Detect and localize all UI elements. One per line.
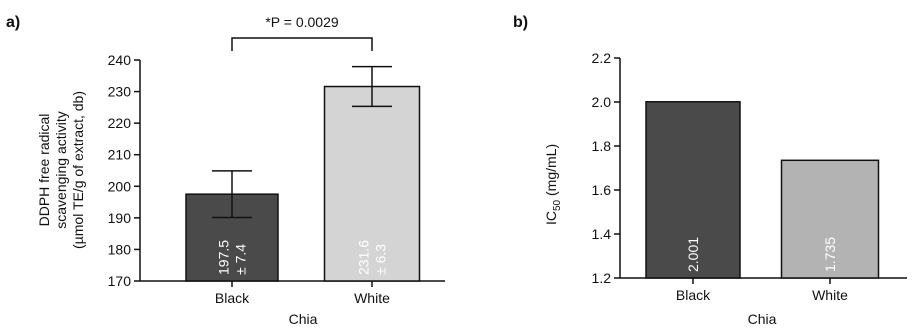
significance-annotation: *P = 0.0029 [265,14,339,30]
panel-a-ytick-label: 170 [108,273,132,289]
panel-b-bar-white [780,159,880,279]
panel-a-bar-value-label: ± 7.4 [233,244,249,275]
panel-b: b) IC50 (mg/mL) 1.2 1.4 1.6 1.8 2.0 2.2 2.001… [513,14,907,327]
panel-a-ytick-label: 230 [108,84,132,100]
panel-b-ytick-label: 2.2 [592,50,612,66]
panel-b-ytick-label: 1.8 [592,138,612,154]
panel-b-xlabel: Chia [748,311,777,327]
panel-a-y-axis: 170 180 190 200 210 220 230 240 [108,52,141,289]
panel-a-bar-white [323,85,421,282]
panel-a-xtick-label: White [354,290,390,306]
panel-a-letter: a) [6,14,20,31]
panel-a-ytick-label: 210 [108,147,132,163]
panel-b-ylabel: IC50 (mg/mL) [543,144,563,225]
panel-a-ylabel-line-1: DDPH free radical [36,114,52,227]
panel-a-ytick-label: 200 [108,178,132,194]
panel-a: a) DDPH free radical scavenging activity… [6,14,445,327]
panel-a-ytick-label: 240 [108,52,132,68]
panel-a-ytick-label: 190 [108,210,132,226]
panel-b-ytick-label: 2.0 [592,94,612,110]
panel-b-y-axis: 1.2 1.4 1.6 1.8 2.0 2.2 [592,50,621,286]
panel-b-letter: b) [513,14,528,31]
panel-a-bar-value-label: ± 6.3 [373,244,389,275]
panel-b-bar-value-label: 2.001 [685,237,701,272]
panel-a-error-bar-black [212,170,252,219]
panel-b-ylabel-subscript: 50 [552,199,563,211]
panel-b-ytick-label: 1.2 [592,270,612,286]
panel-b-xtick-label: White [812,287,848,303]
panel-b-xtick-label: Black [676,287,711,303]
panel-a-bar-value-label: 197.5 [216,240,232,275]
panel-b-ylabel-unit: (mg/mL) [543,144,559,200]
panel-a-ytick-label: 220 [108,115,132,131]
panel-b-ytick-label: 1.6 [592,182,612,198]
panel-a-bar-value-label: 231.6 [356,240,372,275]
panel-a-xtick-label: Black [215,290,250,306]
panel-a-error-bar-white [352,65,392,108]
panel-b-ytick-label: 1.4 [592,226,612,242]
significance-bracket [231,37,373,51]
panel-b-bar-value-label: 1.735 [822,237,838,272]
panel-b-ylabel-main: IC [543,211,559,225]
panel-a-ylabel-line-2: scavenging activity [53,111,69,229]
panel-a-ylabel-line-3: (µmol TE/g of extract, db) [70,91,86,249]
panel-a-xlabel: Chia [289,311,318,327]
panel-a-ytick-label: 180 [108,241,132,257]
